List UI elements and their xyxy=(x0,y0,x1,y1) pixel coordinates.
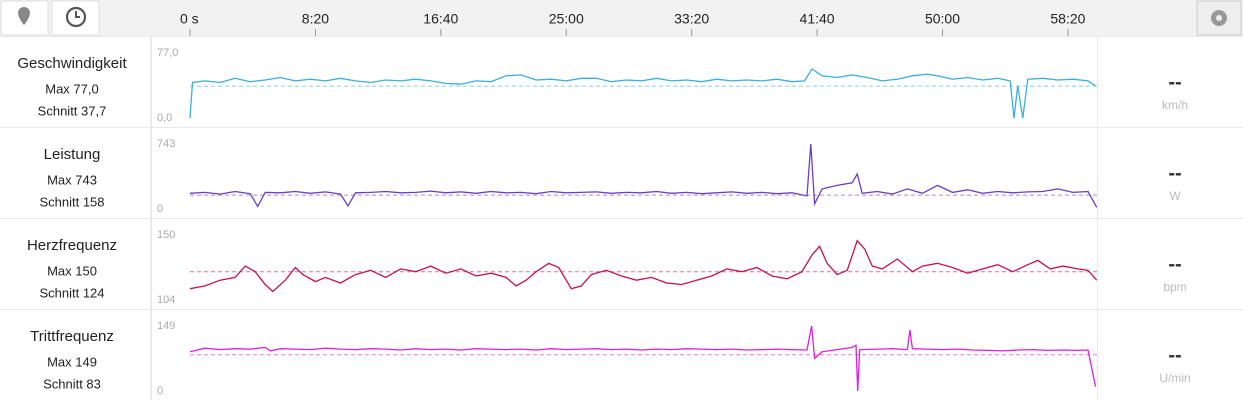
unit-label: km/h xyxy=(1162,98,1188,112)
y-tick-label: 149 xyxy=(157,320,175,332)
label-panel xyxy=(0,128,150,218)
y-tick-label: 77,0 xyxy=(157,47,178,59)
time-tick-label: 58:20 xyxy=(1050,11,1085,27)
current-value: -- xyxy=(1168,344,1181,366)
y-tick-label: 0 xyxy=(157,385,163,397)
metric-max: Max 743 xyxy=(47,172,97,187)
metric-title: Herzfrequenz xyxy=(27,237,117,254)
plot-panel xyxy=(152,219,1097,309)
clock-hands xyxy=(75,11,80,18)
time-tick-label: 41:40 xyxy=(800,11,835,27)
unit-label: W xyxy=(1169,189,1181,203)
metric-title: Trittfrequenz xyxy=(30,328,114,345)
series-line xyxy=(189,325,1097,392)
time-tick-label: 8:20 xyxy=(302,11,329,27)
value-panel xyxy=(1098,219,1243,309)
y-tick-label: 150 xyxy=(157,229,175,241)
metric-max: Max 77,0 xyxy=(45,81,98,96)
metric-max: Max 149 xyxy=(47,354,97,369)
y-tick-label: 0 xyxy=(157,203,163,215)
metric-average: Schnitt 124 xyxy=(39,285,104,300)
pin-icon xyxy=(18,7,30,25)
time-tick-label: 50:00 xyxy=(925,11,960,27)
unit-label: U/min xyxy=(1159,371,1190,385)
series-line xyxy=(189,68,1096,119)
time-tick-label: 16:40 xyxy=(423,11,458,27)
time-button[interactable] xyxy=(51,0,100,36)
current-value: -- xyxy=(1168,253,1181,275)
plot-panel xyxy=(152,37,1097,127)
metric-average: Schnitt 83 xyxy=(43,376,101,391)
y-tick-label: 743 xyxy=(157,138,175,150)
label-panel xyxy=(0,37,150,127)
label-panel xyxy=(0,219,150,309)
value-panel xyxy=(1098,310,1243,400)
metric-average: Schnitt 158 xyxy=(39,194,104,209)
y-tick-label: 0,0 xyxy=(157,112,172,124)
value-panel xyxy=(1098,128,1243,218)
value-panel xyxy=(1098,37,1243,127)
time-tick-label: 25:00 xyxy=(549,11,584,27)
label-panel xyxy=(0,310,150,400)
series-line xyxy=(189,143,1098,208)
time-tick-label: 33:20 xyxy=(674,11,709,27)
metric-title: Leistung xyxy=(44,146,101,163)
gear-hole xyxy=(1216,15,1222,21)
y-tick-label: 104 xyxy=(157,294,175,306)
time-tick-label: 0 s xyxy=(180,11,199,27)
toolbar xyxy=(0,0,1243,36)
unit-label: bpm xyxy=(1163,280,1186,294)
clock-icon xyxy=(65,6,87,28)
metric-title: Geschwindigkeit xyxy=(17,55,127,72)
current-value: -- xyxy=(1168,162,1181,184)
series-line xyxy=(189,239,1098,293)
metric-average: Schnitt 37,7 xyxy=(38,103,107,118)
metric-max: Max 150 xyxy=(47,263,97,278)
plot-panel xyxy=(152,128,1097,218)
current-value: -- xyxy=(1168,71,1181,93)
